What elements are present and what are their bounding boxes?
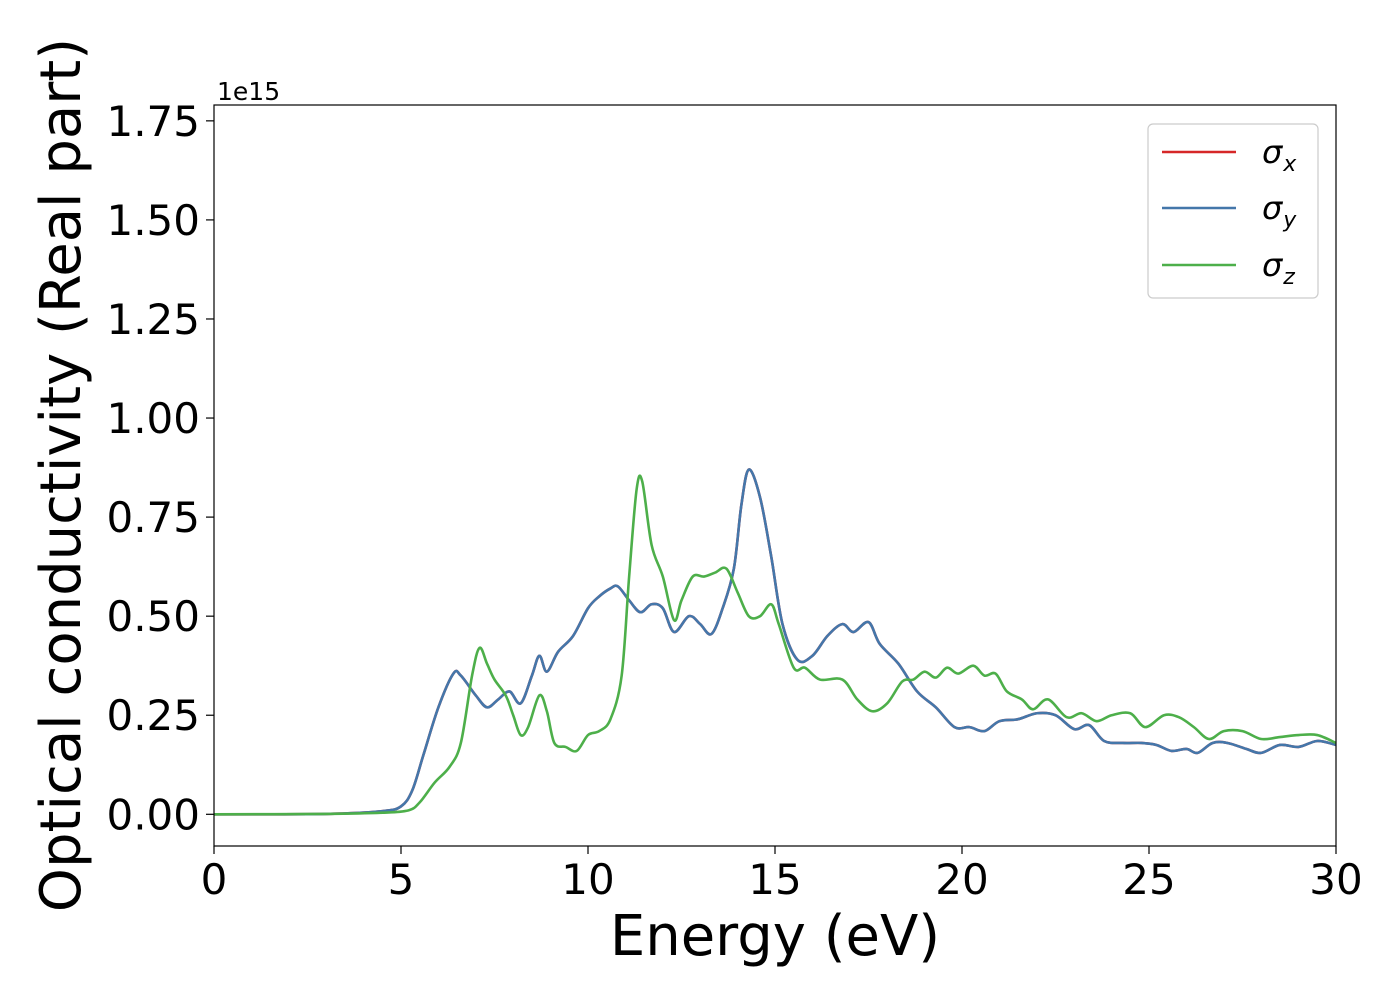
y-tick-label: 1.25 xyxy=(106,295,200,344)
y-offset-text: 1e15 xyxy=(217,77,280,106)
legend-label: σx xyxy=(1262,133,1297,177)
series-line-sigma-y xyxy=(214,468,1336,816)
x-tick-label: 30 xyxy=(1309,855,1362,904)
y-axis-label: Optical conductivity (Real part) xyxy=(29,38,94,912)
legend-box xyxy=(1147,123,1319,299)
x-axis-ticks: 0 5 10 15 20 25 30 xyxy=(201,846,1363,904)
y-tick-label: 0.50 xyxy=(106,592,200,641)
series-lines xyxy=(214,468,1336,816)
y-tick-label: 0.75 xyxy=(106,493,200,542)
legend-entry-sigma-y: σy xyxy=(1162,189,1297,233)
legend-entry-sigma-z: σz xyxy=(1162,246,1295,290)
legend: σx σy σz xyxy=(1147,123,1319,299)
legend-label: σz xyxy=(1262,246,1295,290)
series-line-sigma-x xyxy=(214,468,1336,816)
legend-label: σy xyxy=(1262,189,1297,233)
y-tick-label: 0.25 xyxy=(106,691,200,740)
y-axis-ticks: 0.00 0.25 0.50 0.75 1.00 1.25 1.50 1.75 xyxy=(106,97,214,839)
x-tick-label: 0 xyxy=(201,855,228,904)
series-line-sigma-z xyxy=(214,474,1336,816)
y-tick-label: 1.00 xyxy=(106,394,200,443)
x-tick-label: 25 xyxy=(1122,855,1175,904)
x-tick-label: 15 xyxy=(748,855,801,904)
y-tick-label: 0.00 xyxy=(106,790,200,839)
x-tick-label: 5 xyxy=(388,855,415,904)
y-tick-label: 1.75 xyxy=(106,97,200,146)
legend-entry-sigma-x: σx xyxy=(1162,133,1297,177)
x-axis-label: Energy (eV) xyxy=(610,904,940,969)
x-tick-label: 10 xyxy=(561,855,614,904)
x-tick-label: 20 xyxy=(935,855,988,904)
y-tick-label: 1.50 xyxy=(106,196,200,245)
